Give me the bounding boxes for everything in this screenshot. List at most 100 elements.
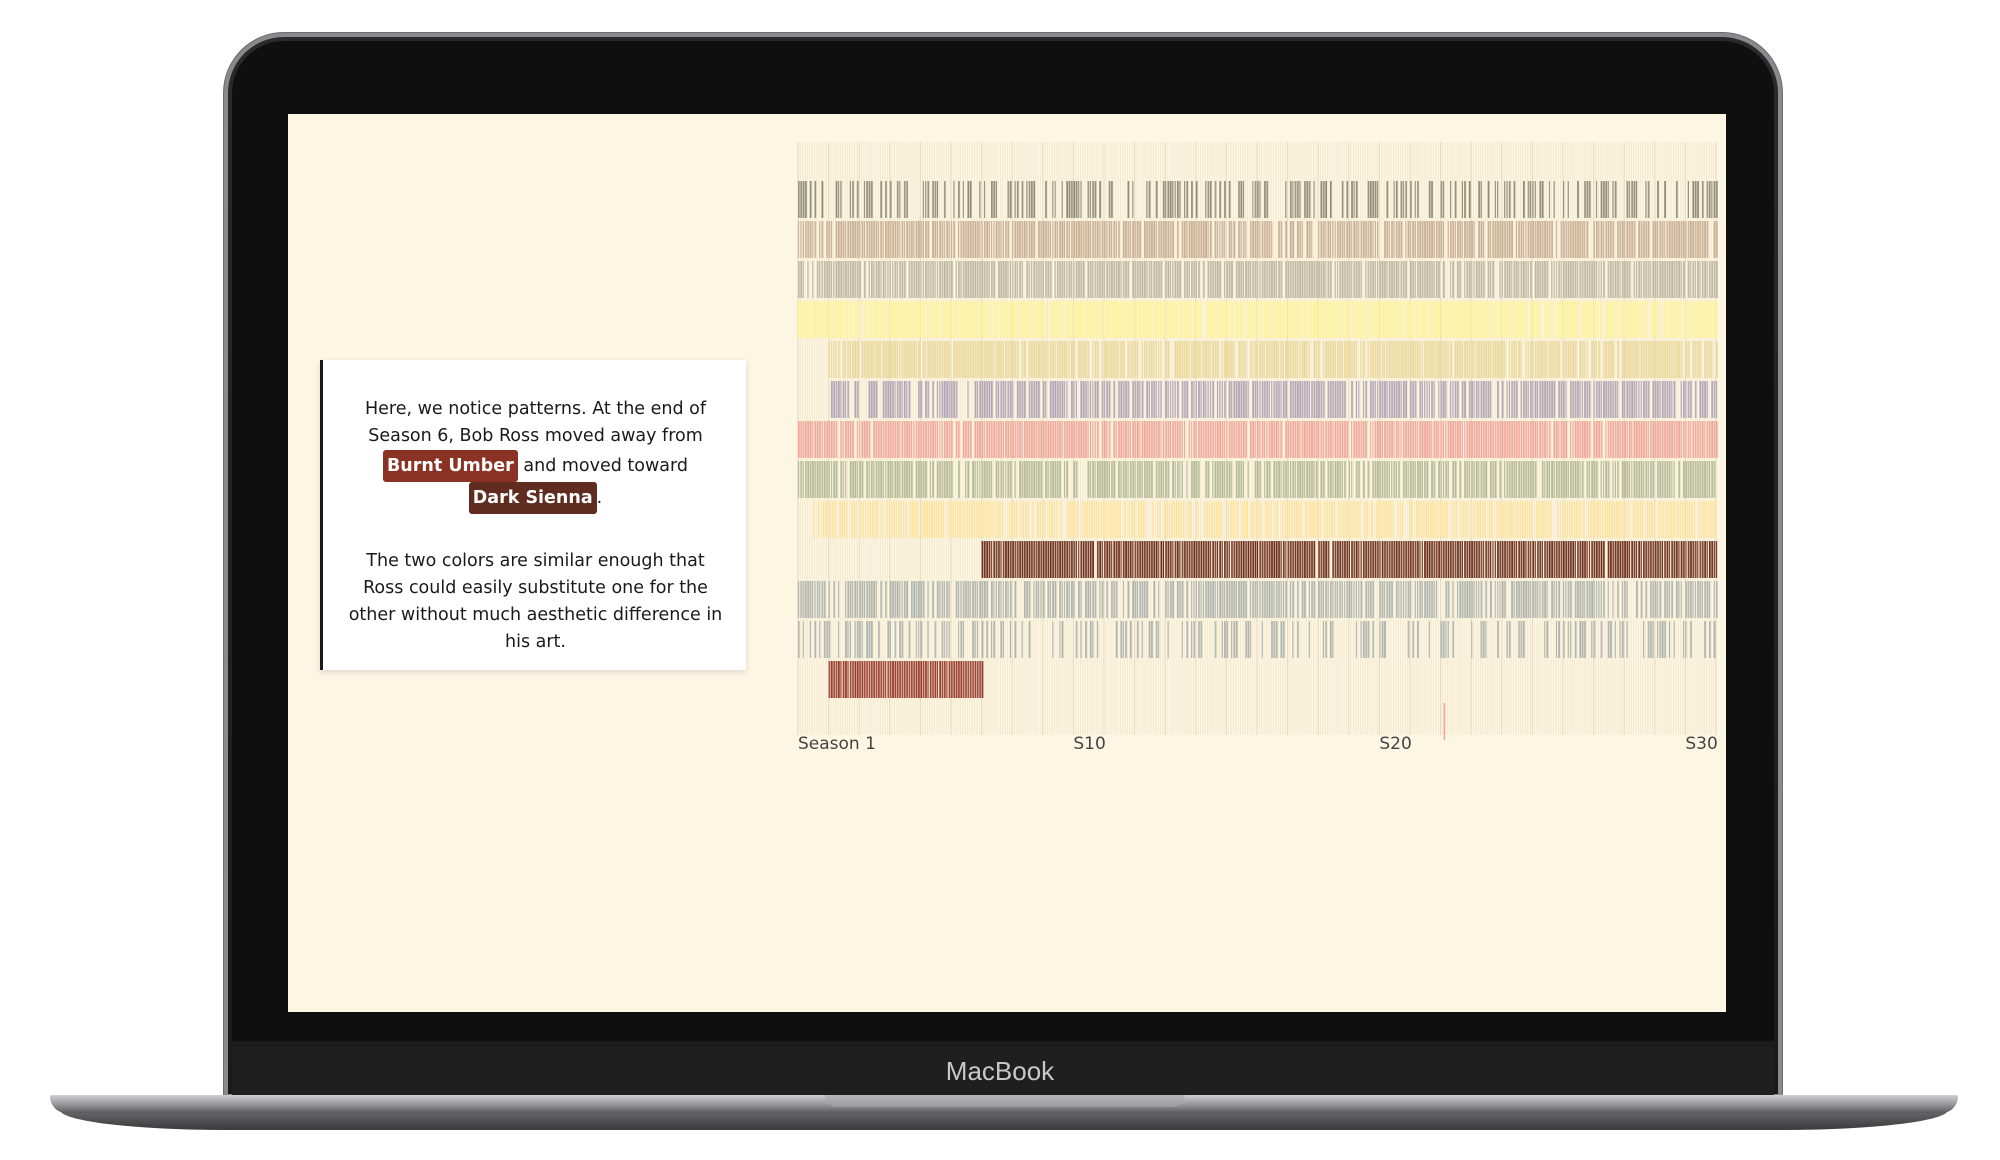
episode-mark (1645, 541, 1648, 578)
episode-mark (1658, 501, 1661, 538)
episode-mark (954, 501, 956, 538)
episode-mark (1563, 541, 1565, 578)
episode-mark (1214, 301, 1217, 338)
episode-mark (991, 421, 993, 458)
episode-mark (870, 221, 873, 258)
episode-mark (932, 581, 934, 618)
episode-mark (1603, 461, 1605, 498)
episode-mark (1275, 461, 1278, 498)
episode-mark (1367, 621, 1370, 658)
episode-mark (1341, 461, 1343, 498)
episode-mark (927, 421, 930, 458)
episode-mark (1257, 421, 1259, 458)
episode-mark (912, 501, 914, 538)
episode-mark (1042, 541, 1045, 578)
episode-mark (1158, 301, 1160, 338)
episode-mark (1158, 621, 1160, 658)
episode-mark (1626, 341, 1629, 378)
episode-mark (1650, 341, 1652, 378)
color-row (798, 181, 1718, 218)
episode-mark (882, 301, 885, 338)
episode-mark (1491, 501, 1493, 538)
episode-mark (1054, 421, 1057, 458)
episode-mark (1355, 381, 1358, 418)
episode-mark (1440, 381, 1443, 418)
episode-mark (1690, 421, 1692, 458)
episode-mark (1318, 221, 1320, 258)
episode-mark (1200, 581, 1202, 618)
episode-mark (1009, 461, 1012, 498)
episode-mark (1071, 181, 1073, 218)
episode-mark (1019, 461, 1022, 498)
episode-mark (887, 381, 890, 418)
episode-mark (1450, 381, 1452, 418)
episode-mark (1692, 181, 1695, 218)
burnt-umber-tag[interactable]: Burnt Umber (382, 450, 518, 482)
episode-mark (1680, 341, 1683, 378)
episode-mark (1089, 421, 1092, 458)
episode-mark (1450, 261, 1452, 298)
episode-mark (885, 181, 887, 218)
episode-mark (1624, 461, 1626, 498)
episode-mark (800, 261, 803, 298)
episode-mark (976, 381, 979, 418)
episode-mark (913, 661, 916, 698)
episode-mark (1530, 421, 1532, 458)
episode-mark (1678, 301, 1680, 338)
episode-mark (1586, 381, 1589, 418)
episode-mark (1591, 461, 1593, 498)
episode-mark (859, 421, 861, 458)
episode-mark (969, 181, 972, 218)
episode-mark (1118, 381, 1120, 418)
episode-mark (1405, 341, 1408, 378)
episode-mark (1033, 581, 1035, 618)
episode-mark (1216, 541, 1219, 578)
episode-mark (1040, 301, 1043, 338)
episode-mark (1304, 541, 1306, 578)
episode-mark (1158, 421, 1160, 458)
episode-mark (873, 581, 876, 618)
episode-mark (866, 301, 868, 338)
dark-sienna-tag[interactable]: Dark Sienna (468, 482, 597, 514)
episode-mark (1073, 421, 1076, 458)
episode-mark (1346, 181, 1349, 218)
episode-mark (1209, 301, 1212, 338)
episode-mark (805, 421, 807, 458)
episode-mark (1414, 421, 1417, 458)
episode-mark (1035, 581, 1038, 618)
episode-mark (1252, 301, 1254, 338)
episode-mark (1506, 221, 1509, 258)
episode-mark (814, 461, 817, 498)
episode-mark (1607, 261, 1610, 298)
episode-mark (1704, 261, 1706, 298)
episode-mark (1678, 461, 1681, 498)
episode-mark (1231, 421, 1233, 458)
episode-mark (899, 381, 901, 418)
episode-mark (1513, 341, 1516, 378)
episode-mark (1685, 581, 1688, 618)
episode-mark (1115, 261, 1118, 298)
episode-mark (1188, 261, 1190, 298)
episode-mark (1405, 261, 1408, 298)
episode-mark (1028, 381, 1031, 418)
episode-mark (1339, 381, 1342, 418)
episode-mark (1574, 581, 1577, 618)
episode-mark (1534, 581, 1537, 618)
episode-mark (941, 621, 944, 658)
episode-mark (1474, 501, 1477, 538)
episode-mark (1381, 621, 1384, 658)
episode-mark (1610, 381, 1612, 418)
episode-mark (1224, 541, 1226, 578)
episode-mark (1607, 181, 1609, 218)
episode-mark (1002, 421, 1004, 458)
episode-mark (1459, 261, 1462, 298)
episode-mark (1673, 221, 1676, 258)
episode-mark (1581, 541, 1584, 578)
episode-mark (1198, 421, 1200, 458)
episode-mark (1372, 581, 1375, 618)
episode-mark (1598, 581, 1600, 618)
episode-mark (1273, 301, 1276, 338)
episode-mark (1181, 301, 1184, 338)
episode-mark (1657, 181, 1659, 218)
episode-mark (1565, 421, 1568, 458)
